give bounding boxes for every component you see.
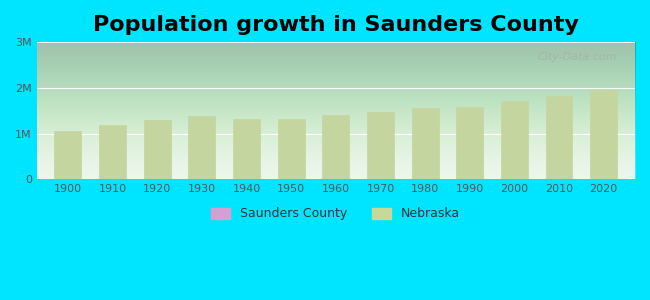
Bar — [456, 107, 483, 179]
Bar — [367, 112, 394, 179]
Bar — [411, 108, 439, 179]
Bar — [144, 120, 170, 179]
Bar — [590, 90, 617, 179]
Bar — [501, 101, 528, 179]
Bar — [278, 119, 305, 179]
Text: City-Data.com: City-Data.com — [538, 52, 617, 62]
Title: Population growth in Saunders County: Population growth in Saunders County — [93, 15, 578, 35]
Bar — [233, 119, 260, 179]
Bar — [188, 116, 215, 179]
Legend: Saunders County, Nebraska: Saunders County, Nebraska — [206, 202, 465, 225]
Bar — [546, 96, 573, 179]
Bar — [99, 125, 126, 179]
Bar — [55, 130, 81, 179]
Bar — [322, 115, 349, 179]
